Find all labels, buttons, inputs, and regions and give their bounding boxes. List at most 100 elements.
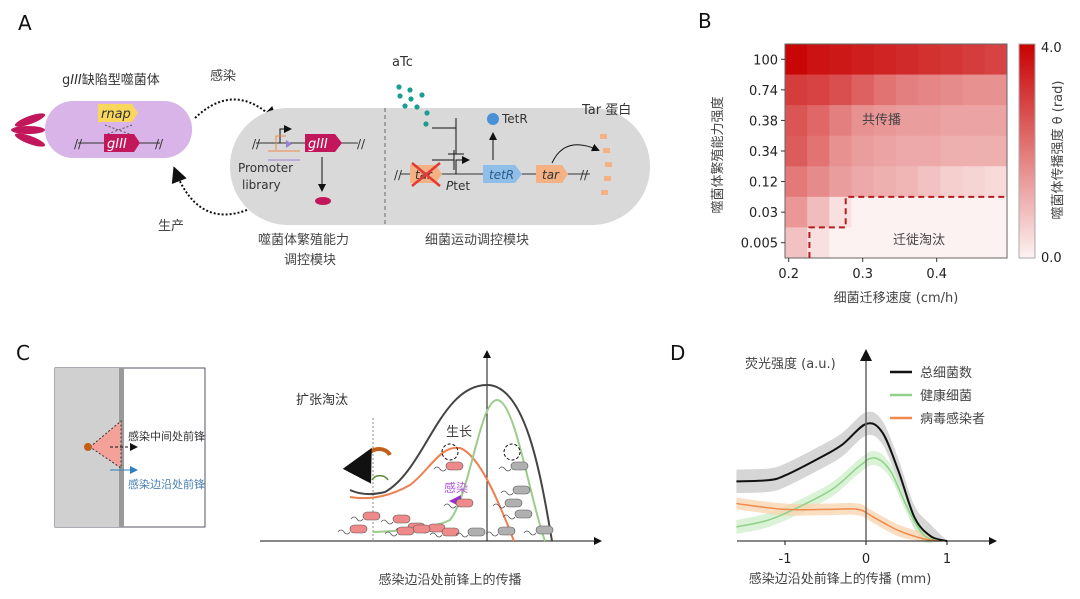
svg-text://: // <box>74 137 83 151</box>
colorbar-max: 4.0 <box>1041 41 1062 56</box>
heatmap-cell <box>851 196 875 228</box>
atc-molecule-icon <box>408 96 414 102</box>
panel-label-d: D <box>670 341 685 365</box>
heatmap-cell <box>984 166 1008 198</box>
heatmap-cell <box>785 166 808 198</box>
flagellum <box>498 466 512 472</box>
heatmap-cell <box>851 166 875 198</box>
heatmap-cell <box>807 227 830 259</box>
giii-label-phage: gIII <box>107 137 127 152</box>
panel-label-c: C <box>16 341 30 365</box>
deletion-cross-icon <box>411 162 441 187</box>
heatmap-cell <box>873 135 897 167</box>
heatmap-cell <box>785 135 808 167</box>
heatmap-cell <box>918 227 941 259</box>
boundary-line <box>808 195 1007 258</box>
healthy-bacterium-icon <box>467 527 486 537</box>
flagellum <box>337 529 351 535</box>
heatmap-cell <box>785 227 808 259</box>
tar-protein-label: Tar 蛋白 <box>581 102 631 118</box>
piii-protein-icon <box>315 197 331 205</box>
heatmap-cell <box>807 44 830 76</box>
heatmap-cell <box>962 44 986 76</box>
x-tick-label: 0 <box>862 552 870 567</box>
giii-gene-cell <box>305 134 342 152</box>
module1-label-2: 调控模块 <box>284 253 336 268</box>
heatmap-cell <box>785 196 808 228</box>
heatmap-cell <box>962 227 986 259</box>
heatmap-cell <box>918 74 941 106</box>
heatmap-xlabel: 细菌迁移速度 (cm/h) <box>834 290 959 306</box>
heatmap-cell <box>918 105 941 137</box>
flagellum <box>492 503 506 509</box>
heatmap-cell <box>829 196 853 228</box>
heatmap-cell <box>873 166 897 198</box>
atc-molecule-icon <box>424 110 430 116</box>
heatmap-cell <box>984 44 1008 76</box>
panel-label-a: A <box>18 11 32 35</box>
flagellum <box>502 514 516 520</box>
region-label-elimination: 迁徙淘汰 <box>893 233 945 248</box>
confidence-band <box>736 497 939 542</box>
heatmap-cell <box>851 44 875 76</box>
heatmap-cell <box>785 44 808 76</box>
heatmap-cell <box>807 105 830 137</box>
panel-d: D -1 0 1 荧光强度 (a.u.) 感染边沿处前锋上的传播 (mm) 总细菌数… <box>670 341 997 587</box>
heatmap-cell <box>829 105 853 137</box>
panel-c: C 感染中间处前锋 感染边沿处前锋 扩张淘汰 生长 感染 感染边沿处前锋上的传播 <box>16 341 602 588</box>
infected-curve <box>349 446 515 542</box>
tar-gene <box>536 165 568 183</box>
svg-text://: // <box>394 168 403 182</box>
heatmap-cell <box>807 135 830 167</box>
heatmap-cell <box>851 74 875 106</box>
heatmap-cell <box>785 105 808 137</box>
legend-label: 病毒感染者 <box>920 411 985 427</box>
flagellum <box>443 503 457 509</box>
produce-label: 生产 <box>158 219 184 234</box>
heatmap-cell <box>940 166 964 198</box>
heatmap-cell <box>829 135 853 167</box>
heatmap-cell <box>807 196 830 228</box>
atc-molecule-icon <box>402 103 408 109</box>
infection-label: 感染 <box>444 480 468 495</box>
confidence-band <box>736 450 939 544</box>
heatmap-cell <box>829 44 853 76</box>
svg-text://: // <box>580 168 589 182</box>
heatmap-cell <box>962 105 986 137</box>
module2-label: 细菌运动调控模块 <box>425 233 529 248</box>
y-tick-label: 0.38 <box>749 114 778 129</box>
heatmap-cell <box>896 196 919 228</box>
heatmap-ylabel: 噬菌体繁殖能力强度 <box>710 96 726 213</box>
heatmap-cell <box>873 74 897 106</box>
heatmap-cell <box>851 227 875 259</box>
y-tick-label: 0.34 <box>749 145 778 160</box>
x-tick-label: 0.4 <box>926 267 947 282</box>
y-tick-label: 100 <box>753 53 778 68</box>
infect-label: 感染 <box>210 68 236 84</box>
heatmap-cell <box>940 227 964 259</box>
total-curve <box>349 383 553 542</box>
heatmap-cell <box>962 135 986 167</box>
healthy-bacterium-icon <box>535 525 554 535</box>
atc-molecule-icon <box>407 87 413 93</box>
giii-label-cell: gIII <box>308 137 328 152</box>
y-tick-label: 0.12 <box>749 176 778 191</box>
x-tick-label: -1 <box>779 552 792 567</box>
heatmap-cell <box>984 105 1008 137</box>
infection-wedge <box>89 419 122 469</box>
region-label-cospread: 共传播 <box>862 113 901 128</box>
heatmap-cell <box>873 227 897 259</box>
healthy-bacterium-icon <box>510 461 529 471</box>
confidence-band <box>736 411 947 542</box>
heatmap-cell <box>918 135 941 167</box>
infected-bacterium-icon <box>349 524 368 534</box>
heatmap <box>785 44 1008 259</box>
infection-origin <box>84 443 92 451</box>
colorbar-label: 噬菌体传播强度 θ (rad) <box>1050 81 1066 220</box>
flagellum <box>433 466 447 472</box>
legend-label: 总细菌数 <box>920 366 972 381</box>
heatmap-cell <box>962 74 986 106</box>
heatmap-cell <box>873 44 897 76</box>
